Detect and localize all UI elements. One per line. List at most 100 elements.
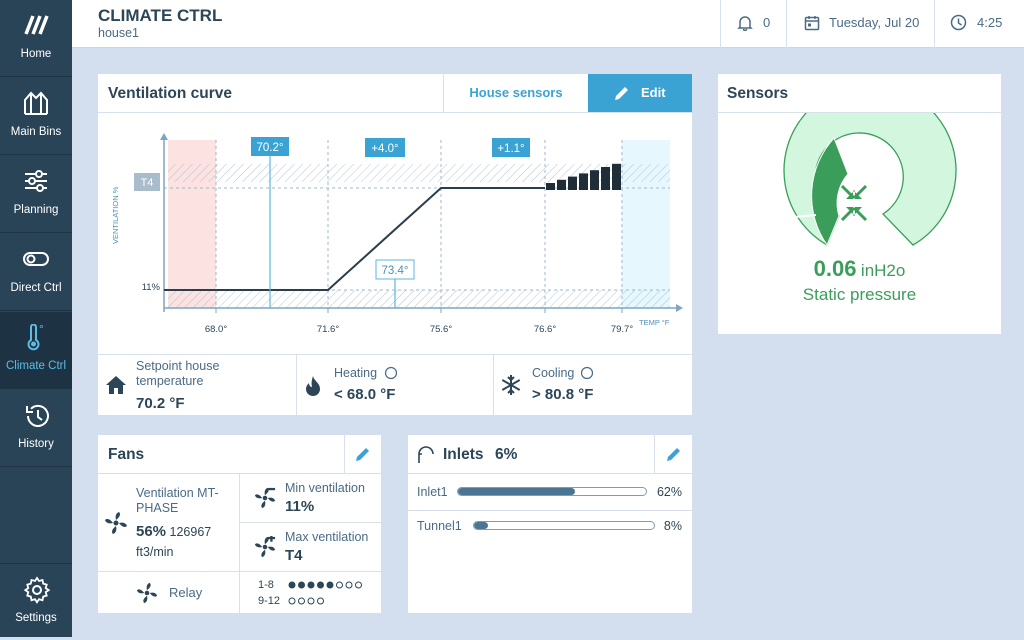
gear-icon [23,576,51,604]
stage-bar [546,183,555,190]
house-icon [106,376,126,394]
pressure-reading: 0.06 inH2o [718,256,1001,282]
heating-panel[interactable]: Heating < 68.0 °F [297,355,493,415]
stage-bar [612,163,621,190]
cooling-panel[interactable]: Cooling > 80.8 °F [494,355,692,415]
setpoint-badge-label: 70.2° [257,142,284,154]
heating-status-icon [384,366,398,380]
relay-indicators [288,581,362,605]
relay-on-indicator [298,581,305,589]
stage-bar [568,176,577,190]
heating-value: < 68.0 °F [334,386,396,403]
time-display[interactable]: 4:25 [934,0,1024,48]
bins-icon [24,91,48,115]
sidebar-item-home[interactable]: Home [0,0,72,77]
relay-off-indicator [288,597,296,605]
sidebar-item-planning[interactable]: Planning [0,156,72,233]
relay-off-indicator [298,597,305,605]
relay-on-indicator [317,581,324,589]
pressure-label: Static pressure [802,285,917,304]
edit-inlets-button[interactable] [665,445,683,463]
sidebar-item-direct-ctrl[interactable]: Direct Ctrl [0,234,72,311]
pressure-unit: inH2o [860,261,906,280]
offset-badge [492,138,530,157]
min-vent-label: Min ventilation [285,481,365,495]
offset-badge-label: +4.0° [371,143,398,155]
tab-house-sensors[interactable]: House sensors [443,74,588,112]
vent-flow: 126967 [169,525,212,539]
sidebar-item-label: Main Bins [10,126,62,138]
sensors-card: Sensors 0.06 inH2o Static pressure [718,74,1001,334]
inlet-row[interactable]: Inlet1 62% [408,474,692,510]
vent-readout: 56% 126967 [136,523,211,540]
page-subtitle: house1 [98,26,140,40]
date-text: Tuesday, Jul 20 [829,15,920,30]
inlet-bar-fill [474,522,489,529]
pressure-gauge [772,113,957,247]
relay-on-indicator [307,581,315,589]
logo-icon [24,15,49,35]
cooling-value: > 80.8 °F [532,386,594,403]
setpoint-label: Setpoint house temperature [136,359,220,388]
edit-fans-button[interactable] [354,445,372,463]
card-title: Fans [108,446,145,463]
y-tick-label: T4 [141,177,154,189]
setpoint-badge [251,137,289,156]
snowflake-icon [501,375,521,395]
max-vent-label: Max ventilation [285,530,369,544]
sidebar-item-settings[interactable]: Settings [0,563,72,640]
setpoint-value: 70.2 °F [136,395,185,412]
vent-unit: ft3/min [136,545,174,559]
max-vent-value: T4 [285,547,303,564]
x-tick-label: 79.7° [611,324,633,335]
x-tick-label: 71.6° [317,324,339,335]
notification-count: 0 [763,15,771,30]
offset-badge [365,138,405,157]
relay-off-indicator [345,581,353,589]
flame-icon [306,376,320,396]
inlet-value: 8% [663,519,682,533]
setpoint-panel[interactable]: Setpoint house temperature 70.2 °F [98,355,296,415]
min-vent-value: 11% [285,498,315,515]
sliders-icon [25,170,47,192]
sidebar-item-label: Direct Ctrl [10,282,62,294]
relay-range-1: 1-8 [258,579,274,591]
notifications-button[interactable]: 0 [720,0,786,48]
sidebar-item-climate-ctrl[interactable]: ° Climate Ctrl [0,312,72,389]
ventilation-chart: VENTILATION % TEMP °F T4 11% 68.0° 71.6° 7… [111,133,683,335]
date-display[interactable]: Tuesday, Jul 20 [786,0,934,48]
pressure-value: 0.06 [813,256,857,281]
offset-badge-label: +1.1° [497,143,524,155]
inlets-card: Inlets 6% Inlet1 62% Tunnel1 8% [408,435,692,613]
time-text: 4:25 [977,15,1003,30]
relay-off-indicator [355,581,362,589]
history-icon [26,404,49,427]
inlets-total: 6% [495,446,518,463]
stage-bar [590,170,599,190]
mid-badge [375,259,415,280]
min-band [168,290,670,308]
x-axis-label: TEMP °F [639,318,670,327]
fan-icon [105,512,127,534]
gauge-track [783,113,957,246]
page-title: CLIMATE CTRL [98,6,223,25]
inlet-row[interactable]: Tunnel1 8% [408,511,692,543]
inlet-value: 62% [656,485,682,499]
relay-fan-icon [136,582,158,604]
inlet-bar [473,521,655,530]
relay-off-indicator [336,581,343,589]
calendar-icon [804,16,820,31]
vent-percent: 56% [136,523,167,540]
sidebar-item-history[interactable]: History [0,390,72,467]
sidebar-item-main-bins[interactable]: Main Bins [0,78,72,155]
stage-bar [601,167,610,190]
edit-button[interactable]: Edit [588,74,692,112]
inlet-icon [418,446,434,463]
inlet-bar [457,487,647,496]
edit-label: Edit [641,85,666,100]
stage-bar [579,173,588,190]
relay-off-indicator [317,597,324,605]
compress-icon [840,184,868,222]
thermometer-icon: ° [27,324,44,351]
gauge-fill [811,137,849,247]
